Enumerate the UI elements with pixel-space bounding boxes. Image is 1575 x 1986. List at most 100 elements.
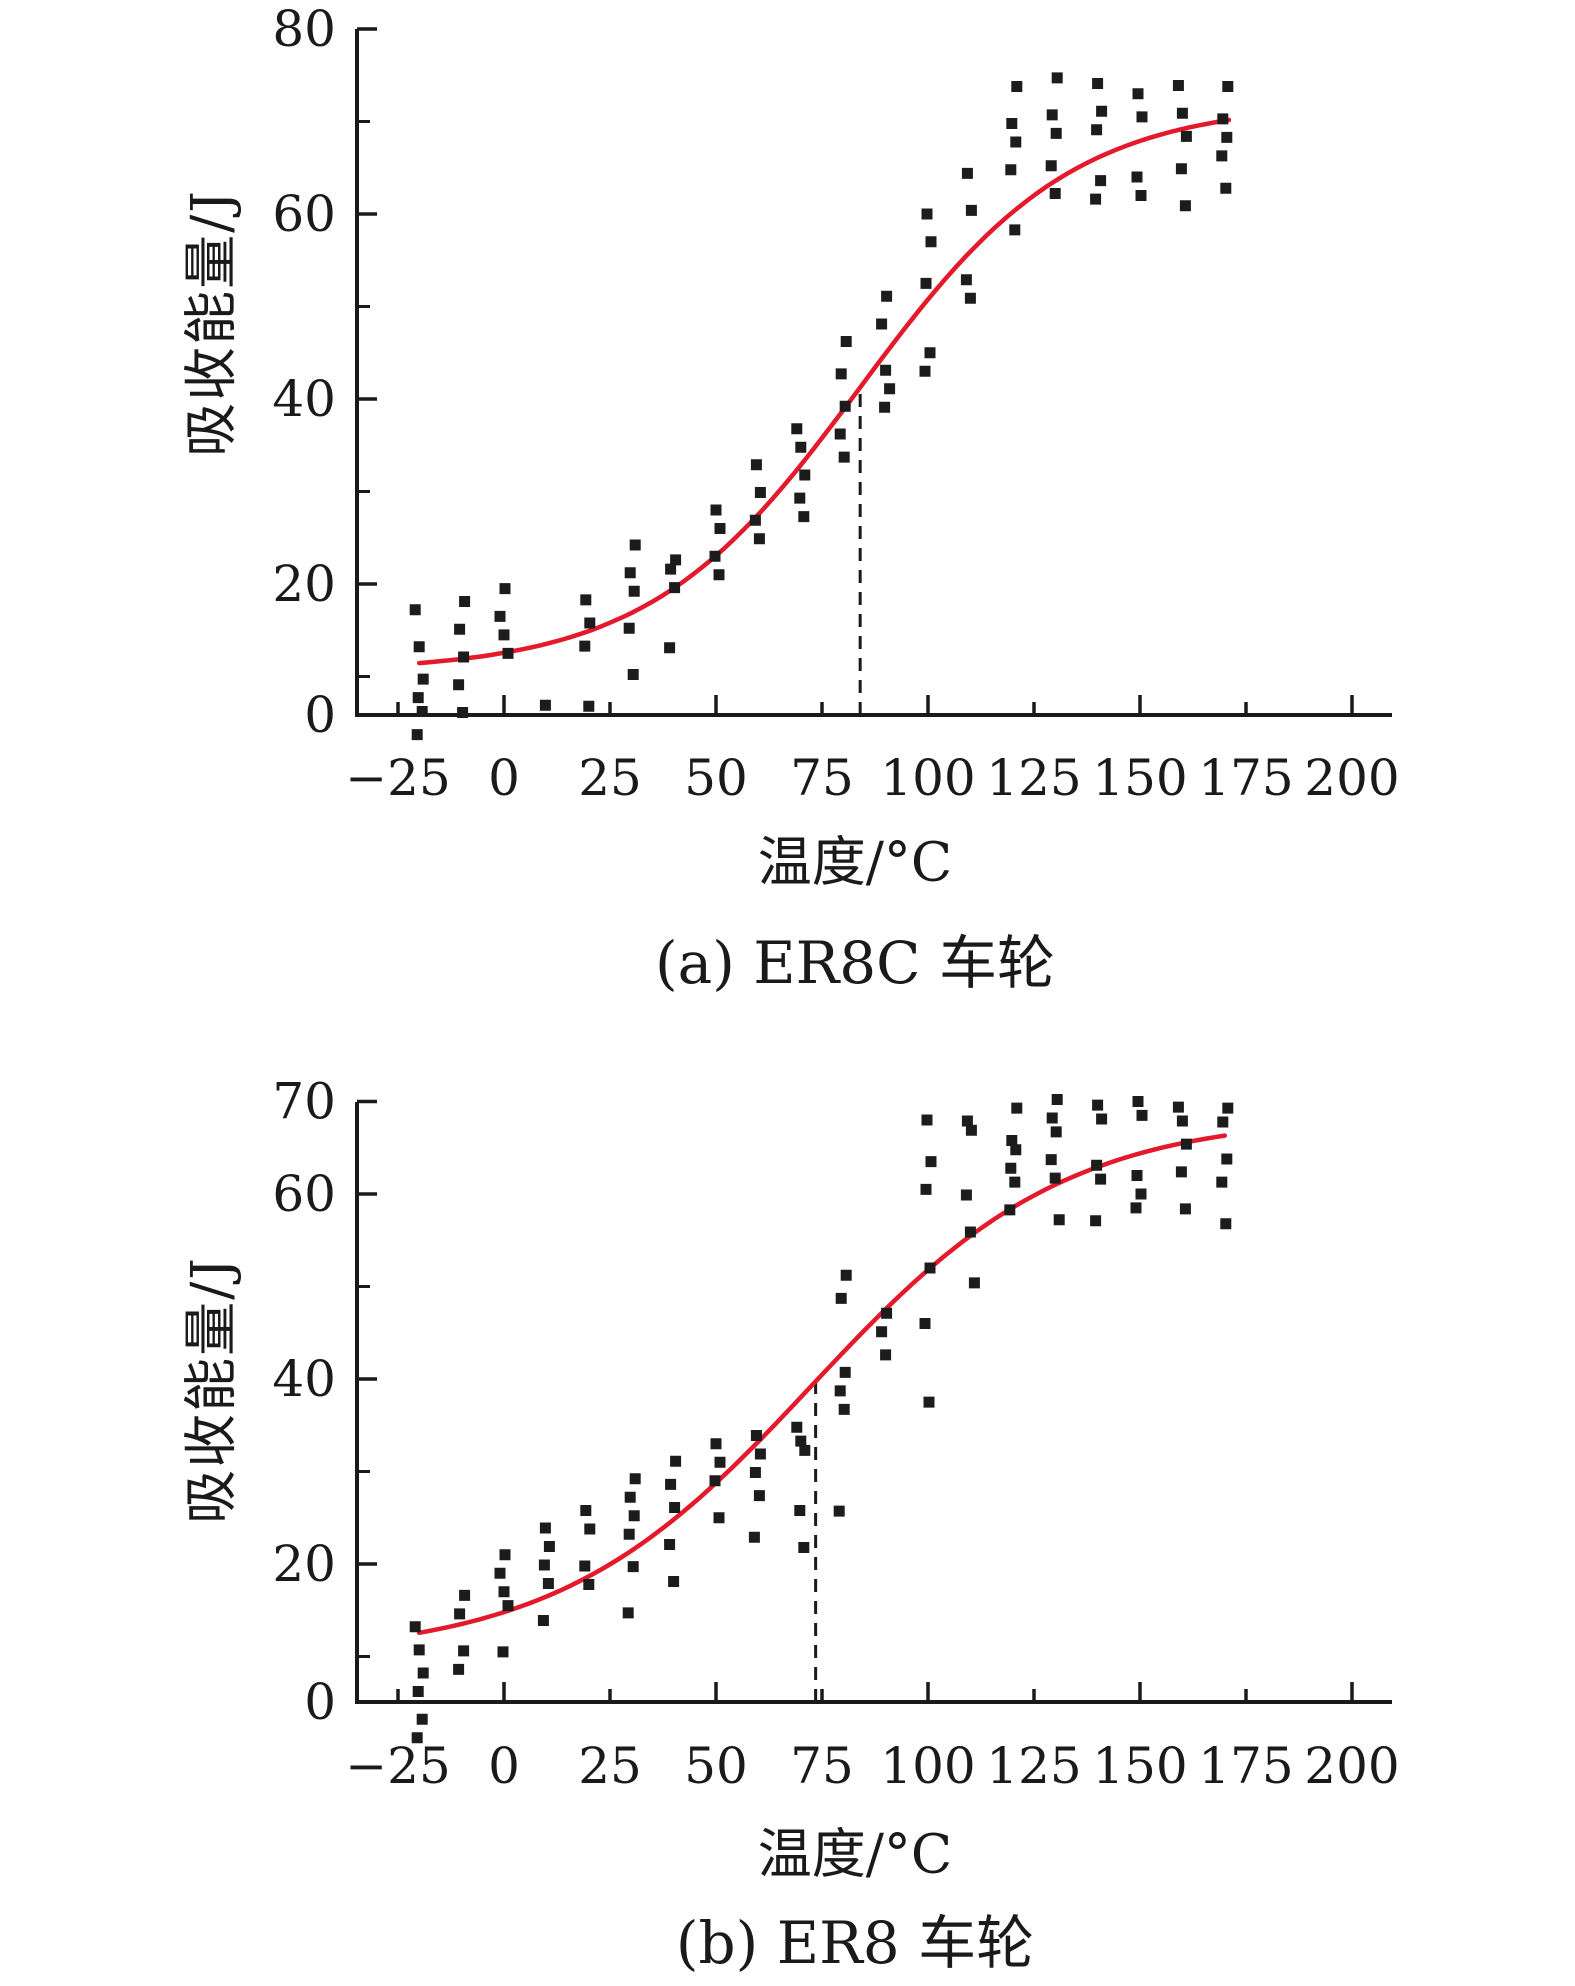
scatter-point bbox=[1045, 1154, 1057, 1166]
scatter-point bbox=[1049, 1172, 1061, 1184]
scatter-point bbox=[664, 642, 676, 654]
scatter-point bbox=[1053, 1214, 1065, 1226]
scatter-point bbox=[1096, 1113, 1108, 1125]
scatter-point bbox=[1216, 1176, 1228, 1188]
scatter-point bbox=[754, 487, 766, 498]
scatter-point bbox=[1051, 72, 1063, 84]
scatter-point bbox=[1175, 163, 1187, 175]
scatter-point bbox=[1179, 200, 1191, 212]
scatter-point bbox=[622, 1607, 634, 1619]
x-tick-label: 100 bbox=[880, 1737, 975, 1795]
scatter-point bbox=[412, 692, 424, 704]
scatter-point bbox=[1009, 224, 1021, 236]
scatter-point bbox=[1221, 131, 1233, 143]
x-tick-label: −25 bbox=[345, 1737, 451, 1795]
scatter-point bbox=[923, 1396, 935, 1408]
scatter-point bbox=[539, 699, 551, 711]
chart-a-y-axis-title: 吸收能量/J bbox=[179, 189, 243, 457]
scatter-point bbox=[628, 1510, 640, 1522]
scatter-point bbox=[920, 277, 932, 289]
scatter-point bbox=[1011, 1102, 1023, 1114]
scatter-point bbox=[454, 1608, 466, 1620]
scatter-point bbox=[499, 583, 511, 595]
scatter-point bbox=[411, 729, 423, 741]
scatter-point bbox=[965, 204, 977, 216]
scatter-point bbox=[884, 383, 896, 395]
scatter-point bbox=[839, 1366, 851, 1378]
scatter-point bbox=[921, 1114, 933, 1126]
scatter-point bbox=[584, 617, 596, 629]
scatter-point bbox=[665, 1478, 677, 1490]
scatter-point bbox=[1095, 1173, 1107, 1185]
scatter-point bbox=[1132, 88, 1144, 100]
scatter-point bbox=[925, 1156, 937, 1168]
scatter-point bbox=[1050, 1126, 1062, 1138]
x-tick-label: −25 bbox=[345, 749, 451, 807]
scatter-point bbox=[838, 451, 850, 463]
scatter-point bbox=[416, 1713, 428, 1725]
scatter-point bbox=[964, 1226, 976, 1238]
scatter-point bbox=[1091, 1159, 1103, 1171]
scatter-point bbox=[580, 594, 592, 606]
scatter-point bbox=[665, 563, 677, 575]
scatter-point bbox=[584, 1523, 596, 1535]
scatter-point bbox=[1090, 1215, 1102, 1227]
scatter-point bbox=[921, 208, 933, 220]
scatter-point bbox=[459, 596, 471, 607]
scatter-point bbox=[713, 569, 725, 581]
scatter-point bbox=[794, 492, 806, 504]
scatter-point bbox=[835, 1292, 847, 1304]
x-tick-label: 50 bbox=[684, 1737, 748, 1795]
scatter-point bbox=[710, 1438, 722, 1450]
scatter-point bbox=[879, 401, 891, 413]
scatter-point bbox=[749, 514, 761, 526]
scatter-point bbox=[669, 1502, 681, 1513]
scatter-point bbox=[924, 1262, 936, 1274]
y-tick-label: 80 bbox=[272, 0, 336, 58]
scatter-point bbox=[498, 629, 510, 641]
scatter-point bbox=[537, 1615, 549, 1626]
x-tick-label: 75 bbox=[790, 1737, 854, 1795]
scatter-point bbox=[1004, 1204, 1016, 1216]
scatter-point bbox=[497, 1646, 509, 1658]
scatter-point bbox=[1221, 1153, 1233, 1165]
x-tick-label: 50 bbox=[684, 749, 748, 807]
scatter-point bbox=[1216, 150, 1228, 162]
scatter-point bbox=[1131, 1170, 1143, 1181]
y-tick-label: 20 bbox=[272, 555, 336, 613]
scatter-point bbox=[799, 1444, 811, 1456]
scatter-point bbox=[1132, 1096, 1144, 1107]
scatter-point bbox=[964, 292, 976, 304]
scatter-point bbox=[1176, 1115, 1188, 1127]
scatter-point bbox=[1136, 1109, 1148, 1121]
scatter-point bbox=[880, 364, 892, 376]
y-tick-label: 0 bbox=[304, 1673, 336, 1731]
scatter-point bbox=[624, 1491, 636, 1503]
scatter-point bbox=[409, 1621, 421, 1633]
scatter-point bbox=[834, 428, 846, 440]
scatter-point bbox=[583, 1579, 595, 1590]
scatter-point bbox=[754, 1448, 766, 1460]
scatter-point bbox=[670, 1455, 682, 1467]
x-tick-label: 0 bbox=[488, 749, 520, 807]
scatter-point bbox=[1131, 171, 1143, 183]
scatter-point bbox=[833, 1505, 845, 1517]
scatter-point bbox=[668, 1576, 680, 1587]
scatter-point bbox=[968, 1277, 980, 1289]
x-tick-label: 150 bbox=[1092, 749, 1187, 807]
scatter-point bbox=[1010, 1144, 1022, 1156]
y-tick-label: 60 bbox=[272, 1165, 336, 1223]
scatter-point bbox=[459, 1589, 471, 1601]
scatter-point bbox=[457, 707, 469, 718]
x-tick-label: 25 bbox=[578, 749, 642, 807]
scatter-point bbox=[413, 1644, 425, 1656]
scatter-point bbox=[1136, 111, 1148, 123]
scatter-point bbox=[1006, 118, 1018, 129]
x-tick-label: 125 bbox=[986, 1737, 1081, 1795]
scatter-point bbox=[799, 469, 811, 481]
scatter-point bbox=[539, 1522, 551, 1534]
scatter-point bbox=[1172, 80, 1184, 91]
scatter-point bbox=[1220, 182, 1232, 194]
